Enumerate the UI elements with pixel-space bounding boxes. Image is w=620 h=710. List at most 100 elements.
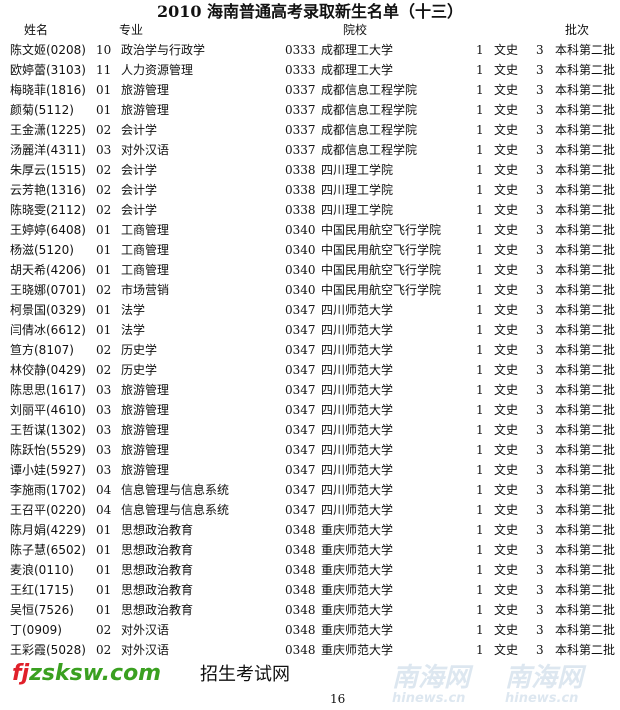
cell-batch: 本科第二批 <box>555 443 616 457</box>
cell-major: 旅游管理 <box>121 383 170 397</box>
cell-scode: 0337 <box>285 123 316 137</box>
cell-name: 汤麗洋(4311) <box>10 143 86 157</box>
table-row: 云芳艳(1316) 02 会计学 0338 四川理工学院 1 文史 3 本科第二批 <box>0 180 620 200</box>
table-row: 陈晓雯(2112) 02 会计学 0338 四川理工学院 1 文史 3 本科第二批 <box>0 200 620 220</box>
cell-code: 03 <box>96 143 112 157</box>
cell-school: 四川师范大学 <box>321 303 394 317</box>
cell-scode: 0347 <box>285 403 316 417</box>
cell-name: 闫倩冰(6612) <box>10 323 86 337</box>
cell-count: 1 <box>476 603 484 617</box>
cell-name: 李施雨(1702) <box>10 483 86 497</box>
cell-track: 文史 <box>494 563 519 577</box>
cell-batch: 本科第二批 <box>555 643 616 657</box>
cell-scode: 0347 <box>285 303 316 317</box>
cell-count: 1 <box>476 523 484 537</box>
cell-code: 01 <box>96 543 112 557</box>
cell-lvl: 3 <box>536 423 544 437</box>
hinews-watermark-text: 南海网 <box>392 663 471 693</box>
table-row: 朱厚云(1515) 02 会计学 0338 四川理工学院 1 文史 3 本科第二批 <box>0 160 620 180</box>
cell-scode: 0340 <box>285 243 316 257</box>
cell-code: 11 <box>96 63 112 77</box>
cell-count: 1 <box>476 243 484 257</box>
cell-scode: 0348 <box>285 523 316 537</box>
cell-track: 文史 <box>494 43 519 57</box>
cell-name: 颜菊(5112) <box>10 103 74 117</box>
cell-lvl: 3 <box>536 43 544 57</box>
cell-batch: 本科第二批 <box>555 283 616 297</box>
cell-lvl: 3 <box>536 443 544 457</box>
cell-major: 政治学与行政学 <box>121 43 206 57</box>
cell-school: 四川理工学院 <box>321 183 394 197</box>
cell-major: 旅游管理 <box>121 443 170 457</box>
cell-school: 重庆师范大学 <box>321 583 394 597</box>
cell-code: 04 <box>96 483 112 497</box>
cell-count: 1 <box>476 143 484 157</box>
cell-batch: 本科第二批 <box>555 223 616 237</box>
table-row: 颜菊(5112) 01 旅游管理 0337 成都信息工程学院 1 文史 3 本科第二批 <box>0 100 620 120</box>
cell-scode: 0348 <box>285 623 316 637</box>
cell-name: 笪方(8107) <box>10 343 74 357</box>
cell-track: 文史 <box>494 483 519 497</box>
cell-batch: 本科第二批 <box>555 163 616 177</box>
cell-scode: 0338 <box>285 183 316 197</box>
cell-major: 旅游管理 <box>121 103 170 117</box>
cell-major: 法学 <box>121 323 146 337</box>
cell-major: 思想政治教育 <box>121 563 194 577</box>
table-row: 王婷婷(6408) 01 工商管理 0340 中国民用航空飞行学院 1 文史 3 本科第二批 <box>0 220 620 240</box>
cell-major: 对外汉语 <box>121 623 170 637</box>
cell-track: 文史 <box>494 203 519 217</box>
table-row: 王红(1715) 01 思想政治教育 0348 重庆师范大学 1 文史 3 本科第二批 <box>0 580 620 600</box>
cell-name: 丁(0909) <box>10 623 62 637</box>
table-row: 陈子慧(6502) 01 思想政治教育 0348 重庆师范大学 1 文史 3 本科第二批 <box>0 540 620 560</box>
table-row: 谭小娃(5927) 03 旅游管理 0347 四川师范大学 1 文史 3 本科第二批 <box>0 460 620 480</box>
cell-major: 会计学 <box>121 203 158 217</box>
cell-major: 工商管理 <box>121 263 170 277</box>
cell-major: 会计学 <box>121 163 158 177</box>
cell-school: 四川师范大学 <box>321 323 394 337</box>
page-number: 16 <box>330 692 346 706</box>
table-row: 闫倩冰(6612) 01 法学 0347 四川师范大学 1 文史 3 本科第二批 <box>0 320 620 340</box>
cell-code: 03 <box>96 423 112 437</box>
cell-code: 03 <box>96 403 112 417</box>
cell-name: 陈跃怡(5529) <box>10 443 86 457</box>
cell-scode: 0347 <box>285 423 316 437</box>
cell-scode: 0347 <box>285 363 316 377</box>
cell-name: 王彩霞(5028) <box>10 643 86 657</box>
cell-major: 人力资源管理 <box>121 63 194 77</box>
cell-track: 文史 <box>494 403 519 417</box>
cell-lvl: 3 <box>536 63 544 77</box>
cell-lvl: 3 <box>536 503 544 517</box>
cell-name: 杨滋(5120) <box>10 243 74 257</box>
cell-code: 02 <box>96 643 112 657</box>
cell-track: 文史 <box>494 123 519 137</box>
cell-lvl: 3 <box>536 643 544 657</box>
cell-track: 文史 <box>494 223 519 237</box>
cell-batch: 本科第二批 <box>555 523 616 537</box>
cell-lvl: 3 <box>536 523 544 537</box>
cell-major: 法学 <box>121 303 146 317</box>
cell-track: 文史 <box>494 103 519 117</box>
cell-name: 林佼静(0429) <box>10 363 86 377</box>
hinews-watermark-right: 南海网 hinews.cn <box>505 664 583 706</box>
cell-count: 1 <box>476 63 484 77</box>
cell-name: 王哲谋(1302) <box>10 423 86 437</box>
site-logo-text: fjzsksw.com <box>12 661 162 686</box>
document-title: 2010 海南普通高考录取新生名单（十三） <box>156 2 464 21</box>
cell-lvl: 3 <box>536 163 544 177</box>
cell-school: 四川理工学院 <box>321 163 394 177</box>
cell-scode: 0333 <box>285 63 316 77</box>
cell-name: 欧婷蕾(3103) <box>10 63 86 77</box>
cell-lvl: 3 <box>536 243 544 257</box>
cell-major: 会计学 <box>121 123 158 137</box>
cell-count: 1 <box>476 323 484 337</box>
cell-school: 成都理工大学 <box>321 63 394 77</box>
cell-code: 02 <box>96 363 112 377</box>
cell-school: 中国民用航空飞行学院 <box>321 243 442 257</box>
cell-school: 四川师范大学 <box>321 503 394 517</box>
cell-track: 文史 <box>494 623 519 637</box>
cell-track: 文史 <box>494 143 519 157</box>
cell-count: 1 <box>476 563 484 577</box>
cell-count: 1 <box>476 163 484 177</box>
cell-code: 02 <box>96 163 112 177</box>
cell-code: 01 <box>96 263 112 277</box>
